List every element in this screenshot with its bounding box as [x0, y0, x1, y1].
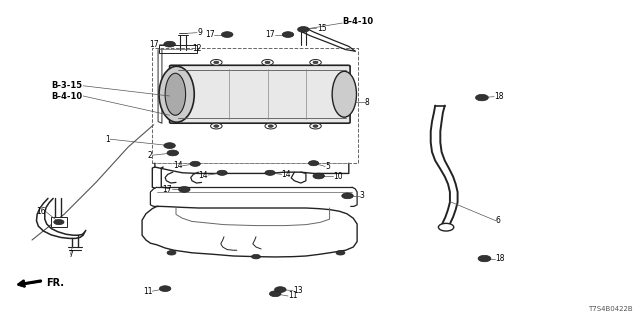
Circle shape [265, 170, 275, 175]
Text: 12: 12 [192, 44, 202, 53]
Circle shape [268, 125, 273, 127]
Text: 3: 3 [360, 191, 365, 200]
FancyBboxPatch shape [170, 65, 350, 123]
Bar [159, 45, 197, 53]
Circle shape [265, 123, 276, 129]
Circle shape [167, 251, 176, 255]
Text: 6: 6 [496, 216, 501, 225]
Circle shape [476, 94, 488, 101]
Text: 1: 1 [106, 135, 110, 144]
Text: 11: 11 [288, 292, 298, 300]
Bar [152, 48, 358, 163]
Text: 16: 16 [36, 207, 46, 216]
Circle shape [269, 291, 281, 297]
Circle shape [478, 255, 491, 262]
Ellipse shape [332, 71, 356, 117]
Text: 9: 9 [197, 28, 202, 37]
Circle shape [221, 32, 233, 37]
Circle shape [54, 220, 64, 225]
Text: 18: 18 [495, 254, 505, 263]
Circle shape [313, 61, 318, 64]
Circle shape [282, 32, 294, 37]
Ellipse shape [159, 66, 195, 122]
Bar [51, 217, 67, 227]
Text: 18: 18 [494, 92, 504, 101]
Circle shape [214, 125, 219, 127]
Circle shape [214, 61, 219, 64]
Circle shape [298, 27, 309, 32]
Text: 10: 10 [333, 172, 342, 180]
Circle shape [252, 254, 260, 259]
Text: FR.: FR. [46, 278, 64, 288]
Circle shape [308, 161, 319, 166]
Text: B-4-10: B-4-10 [51, 92, 83, 100]
Circle shape [211, 123, 222, 129]
Circle shape [265, 61, 270, 64]
Circle shape [342, 193, 353, 199]
Circle shape [275, 287, 286, 292]
Text: B-4-10: B-4-10 [342, 17, 374, 26]
Circle shape [211, 60, 222, 65]
Circle shape [179, 187, 190, 192]
Text: B-3-15: B-3-15 [51, 81, 83, 90]
Text: 17: 17 [205, 30, 214, 39]
Text: T7S4B0422B: T7S4B0422B [588, 306, 632, 312]
Circle shape [164, 41, 175, 47]
Text: 14: 14 [173, 161, 182, 170]
Circle shape [190, 161, 200, 166]
Text: 17: 17 [266, 30, 275, 39]
Text: 17: 17 [149, 40, 159, 49]
Circle shape [310, 60, 321, 65]
Circle shape [438, 223, 454, 231]
Circle shape [164, 143, 175, 148]
Circle shape [336, 251, 345, 255]
Text: 13: 13 [293, 286, 303, 295]
Text: 15: 15 [317, 24, 326, 33]
Text: 11: 11 [143, 287, 152, 296]
Circle shape [313, 125, 318, 127]
Circle shape [313, 173, 324, 179]
Text: 17: 17 [162, 185, 172, 194]
Text: 14: 14 [198, 171, 208, 180]
Text: 8: 8 [365, 98, 369, 107]
Circle shape [159, 286, 171, 292]
Circle shape [217, 170, 227, 175]
Text: 2: 2 [148, 151, 152, 160]
Text: 5: 5 [325, 162, 330, 171]
Text: 7: 7 [68, 250, 73, 259]
Circle shape [262, 60, 273, 65]
Circle shape [310, 123, 321, 129]
Ellipse shape [165, 73, 186, 115]
Circle shape [167, 150, 179, 156]
Text: 14: 14 [282, 170, 291, 179]
